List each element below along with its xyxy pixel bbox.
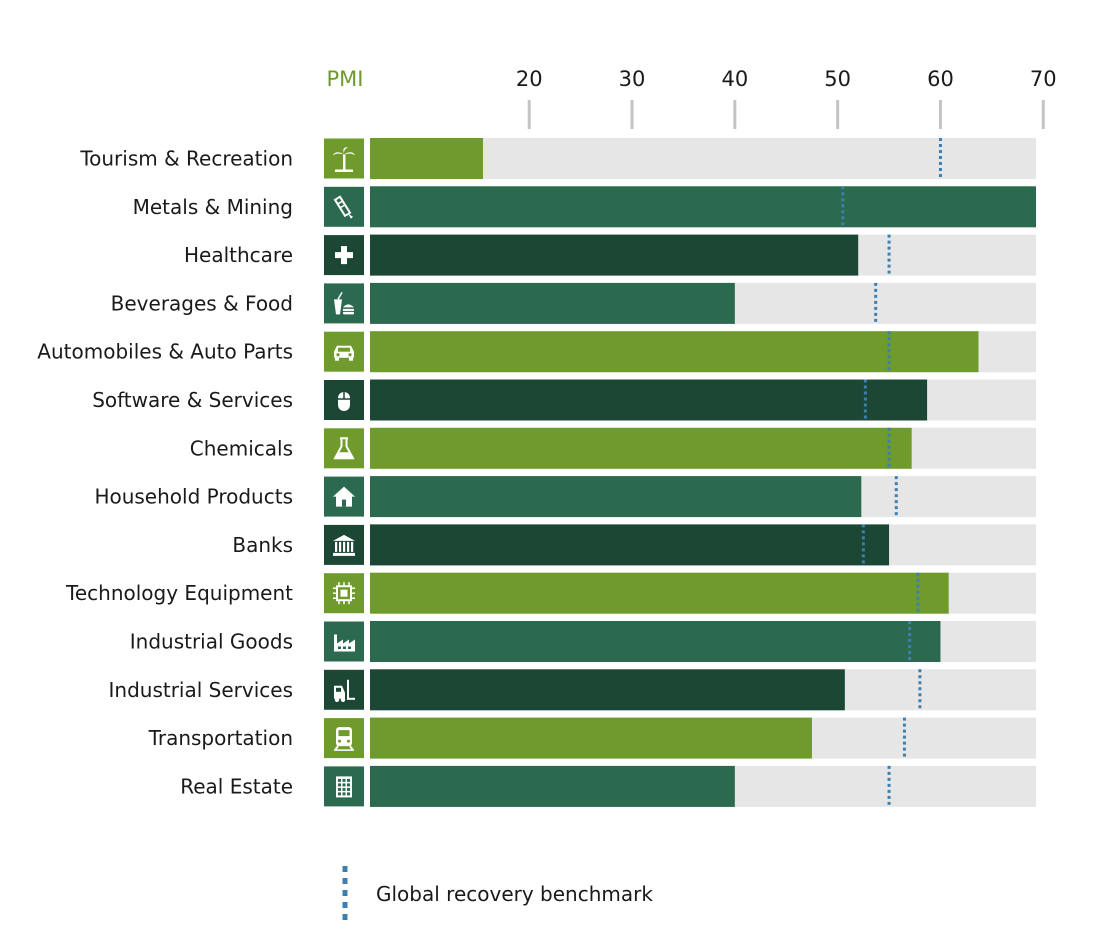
row-tourism-recreation: Tourism & Recreation <box>79 138 1036 179</box>
axis-title-pmi: PMI <box>327 67 364 91</box>
building-icon <box>324 766 364 807</box>
tick-label-40: 40 <box>721 67 748 91</box>
bar-rows: Tourism & Recreation Metals & Mining Healt… <box>37 138 1036 807</box>
category-label: Metals & Mining <box>133 195 293 219</box>
category-label: Beverages & Food <box>111 291 293 315</box>
mouse-icon <box>324 380 364 420</box>
row-industrial-services: Industrial Services <box>109 669 1036 711</box>
tick-label-60: 60 <box>927 67 954 91</box>
bar-value <box>370 669 845 711</box>
bar-value <box>370 476 862 518</box>
train-icon <box>324 718 364 759</box>
x-axis-ticks: 20304050607080 <box>516 67 1057 129</box>
row-real-estate: Real Estate <box>180 765 1036 807</box>
palm-tree-icon <box>324 138 364 179</box>
row-software-services: Software & Services <box>92 379 1036 421</box>
factory-icon <box>324 621 364 662</box>
legend-label: Global recovery benchmark <box>376 882 653 906</box>
category-label: Healthcare <box>184 243 293 267</box>
bar-value <box>370 138 483 179</box>
row-industrial-goods: Industrial Goods <box>130 621 1036 662</box>
row-automobiles-auto-parts: Automobiles & Auto Parts <box>37 331 1036 373</box>
category-label: Automobiles & Auto Parts <box>37 340 293 364</box>
category-label: Household Products <box>94 485 293 509</box>
bar-value <box>370 572 949 614</box>
category-label: Chemicals <box>190 436 293 460</box>
legend: Global recovery benchmark <box>342 866 653 924</box>
food-drink-icon <box>324 283 364 324</box>
bar-value <box>370 379 928 421</box>
category-label: Real Estate <box>180 774 293 798</box>
category-label: Software & Services <box>92 388 293 412</box>
house-icon <box>324 476 364 517</box>
mining-icon <box>324 186 364 227</box>
row-beverages-food: Beverages & Food <box>111 282 1036 324</box>
chip-icon <box>324 573 364 614</box>
category-label: Transportation <box>148 726 293 750</box>
row-household-products: Household Products <box>94 476 1036 518</box>
row-metals-mining: Metals & Mining <box>133 186 1036 228</box>
bar-value <box>370 186 1036 228</box>
bar-value <box>370 717 812 759</box>
bank-icon <box>324 524 364 565</box>
row-healthcare: Healthcare <box>184 234 1036 276</box>
row-chemicals: Chemicals <box>190 427 1036 469</box>
bar-value <box>370 621 941 662</box>
tick-label-70: 70 <box>1030 67 1057 91</box>
flask-icon <box>324 428 364 469</box>
tick-label-30: 30 <box>619 67 646 91</box>
car-icon <box>324 331 364 372</box>
tick-label-50: 50 <box>824 67 851 91</box>
row-banks: Banks <box>232 524 1036 566</box>
category-label: Industrial Services <box>109 678 294 702</box>
bar-value <box>370 331 979 373</box>
bar-value <box>370 765 735 807</box>
category-label: Technology Equipment <box>65 581 293 605</box>
tick-label-20: 20 <box>516 67 543 91</box>
row-transportation: Transportation <box>148 717 1036 759</box>
forklift-icon <box>324 669 364 710</box>
category-label: Industrial Goods <box>130 630 293 654</box>
bar-value <box>370 234 859 276</box>
category-label: Banks <box>232 533 293 557</box>
row-technology-equipment: Technology Equipment <box>65 572 1036 614</box>
bar-value <box>370 282 735 324</box>
category-label: Tourism & Recreation <box>79 147 293 171</box>
bar-value <box>370 524 890 566</box>
medical-cross-icon <box>324 235 364 276</box>
bar-value <box>370 427 912 469</box>
